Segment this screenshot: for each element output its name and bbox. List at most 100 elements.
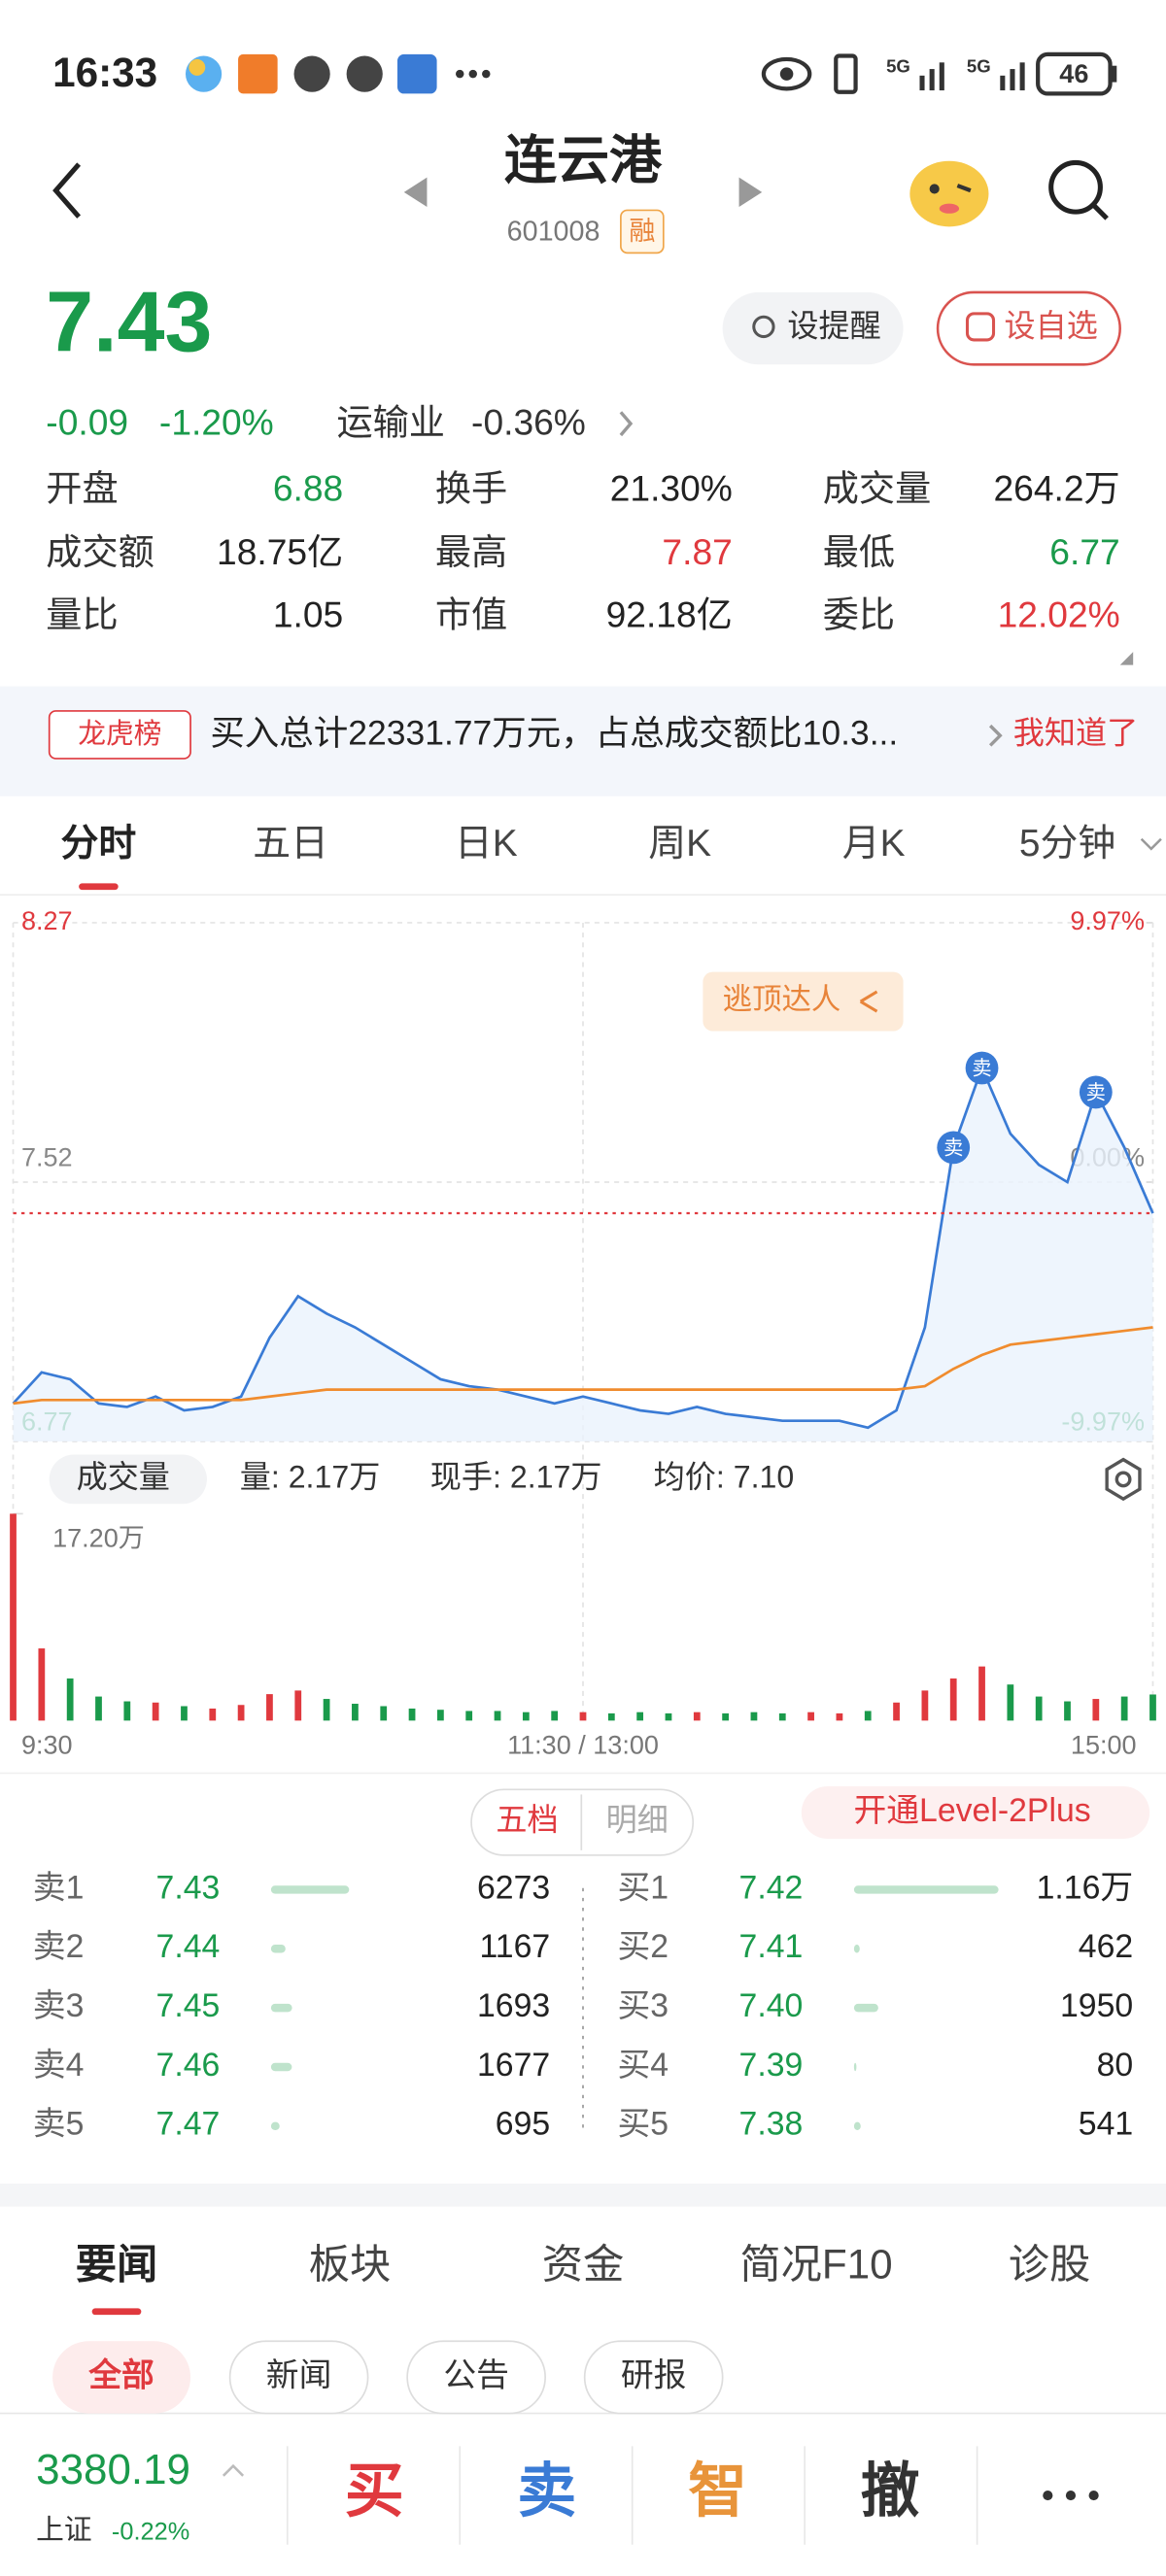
level-price: 7.39	[739, 2047, 804, 2084]
orderbook-tab[interactable]: 五档	[496, 1803, 558, 1838]
alert-label[interactable]: 设提醒	[787, 309, 880, 344]
sector-name[interactable]: 运输业	[336, 402, 445, 443]
watchlist-button[interactable]	[936, 290, 1121, 366]
annotation-box[interactable]	[703, 971, 904, 1032]
stat-value: 92.18亿	[606, 593, 733, 634]
filter-chip[interactable]	[406, 2340, 546, 2415]
clock: 16:33	[52, 50, 157, 95]
battery-level: 46	[1059, 59, 1088, 88]
notice-text[interactable]: 买入总计22331.77万元，占总成交额比10.3...	[210, 714, 898, 753]
depth-bar	[853, 2062, 857, 2072]
trade-action[interactable]: 智	[688, 2457, 747, 2524]
x-tick-label: 9:30	[21, 1731, 73, 1760]
level-volume: 1950	[1060, 1987, 1133, 2024]
news-tab[interactable]: 要闻	[76, 2241, 157, 2287]
index-change: -0.22%	[112, 2519, 189, 2546]
news-tab[interactable]: 简况F10	[739, 2241, 892, 2287]
volume-bar	[494, 1711, 501, 1721]
more-button[interactable]	[1043, 2491, 1099, 2501]
stat-label: 换手	[435, 467, 507, 508]
sell-signal[interactable]	[1079, 1075, 1113, 1109]
settings-button[interactable]	[1105, 1457, 1142, 1502]
stat-value: 6.77	[1049, 531, 1119, 572]
filter-label[interactable]: 研报	[621, 2356, 687, 2393]
search-button[interactable]	[1048, 159, 1109, 220]
level-volume: 80	[1097, 2047, 1134, 2084]
level-price: 7.47	[156, 2106, 221, 2143]
level-price: 7.45	[156, 1987, 221, 2024]
chart-tab[interactable]: 日K	[455, 823, 518, 864]
filter-label[interactable]: 全部	[87, 2356, 154, 2393]
stat-label: 量比	[46, 593, 118, 634]
volume-bar	[465, 1711, 473, 1721]
back-button[interactable]	[52, 162, 82, 219]
expand-corner[interactable]	[1119, 652, 1134, 665]
average-price: 均价: 7.10	[654, 1459, 795, 1494]
volume-bar	[38, 1648, 46, 1721]
depth-bar	[270, 2062, 292, 2072]
notice-action[interactable]: 我知道了	[1013, 716, 1138, 751]
trade-action[interactable]: 买	[345, 2457, 404, 2524]
volume-bar	[408, 1708, 416, 1721]
filter-label[interactable]: 新闻	[266, 2356, 332, 2393]
volume-bar	[380, 1706, 388, 1721]
margin-badge-box	[620, 209, 665, 254]
volume-bar	[323, 1699, 330, 1721]
volume-selector[interactable]: 成交量	[77, 1459, 170, 1494]
trade-action[interactable]: 卖	[517, 2457, 576, 2524]
alert-button[interactable]	[722, 291, 904, 365]
volume-bar	[237, 1705, 245, 1721]
tab-indicator	[79, 883, 119, 891]
volume-bar	[579, 1712, 587, 1721]
sell-signal[interactable]	[965, 1051, 999, 1085]
volume-value: 量: 2.17万	[240, 1459, 381, 1494]
chart-tab[interactable]: 5分钟	[1019, 823, 1115, 864]
volume-bar	[1007, 1684, 1014, 1721]
prev-stock[interactable]	[403, 177, 428, 208]
price-change: -0.09	[46, 402, 128, 443]
level-label: 买4	[617, 2047, 669, 2084]
price-line	[12, 1064, 1154, 1430]
depth-bar	[270, 1885, 350, 1894]
filter-chip[interactable]	[228, 2340, 369, 2415]
filter-label[interactable]: 公告	[443, 2356, 509, 2393]
stat-label: 市值	[435, 593, 507, 634]
depth-bar	[270, 1945, 286, 1953]
volume-bar	[551, 1711, 559, 1721]
volume-selector-box[interactable]	[49, 1454, 207, 1505]
level-price: 7.41	[739, 1928, 804, 1965]
filter-chip[interactable]	[52, 2341, 191, 2414]
volume-bar	[864, 1711, 872, 1721]
level-label: 买1	[617, 1869, 669, 1906]
sell-signal[interactable]	[937, 1131, 971, 1165]
orderbook-tab[interactable]: 明细	[606, 1803, 669, 1838]
stat-value: 21.30%	[610, 467, 733, 508]
news-tab[interactable]: 板块	[309, 2241, 392, 2287]
chart-tab[interactable]: 周K	[648, 823, 711, 864]
news-tab[interactable]: 诊股	[1009, 2241, 1091, 2287]
chart-tab[interactable]: 分时	[61, 823, 137, 864]
stat-label: 开盘	[46, 467, 118, 508]
chart-tab[interactable]: 月K	[842, 823, 906, 864]
upgrade-box[interactable]	[801, 1785, 1150, 1840]
stock-code: 601008	[507, 217, 600, 248]
level-price: 7.38	[739, 2106, 804, 2143]
stat-label: 最高	[435, 531, 507, 572]
level-price: 7.40	[739, 1987, 804, 2024]
stat-label: 成交量	[823, 467, 932, 508]
chart-tab[interactable]: 五日	[253, 823, 328, 864]
annotation-label[interactable]: 逃顶达人	[723, 983, 841, 1016]
news-tab[interactable]: 资金	[542, 2241, 624, 2287]
chevron	[222, 2463, 245, 2477]
filter-chip[interactable]	[583, 2340, 724, 2415]
upgrade-label[interactable]: 开通Level-2Plus	[853, 1792, 1090, 1829]
index-value[interactable]: 3380.19	[36, 2446, 190, 2493]
stock-name: 连云港	[504, 131, 663, 189]
next-stock[interactable]	[738, 177, 763, 208]
mascot[interactable]	[909, 160, 989, 227]
trade-action[interactable]: 撤	[861, 2457, 920, 2524]
volume-bar	[294, 1690, 302, 1721]
stat-label: 最低	[823, 531, 895, 572]
watchlist-label[interactable]: 设自选	[1005, 309, 1098, 344]
